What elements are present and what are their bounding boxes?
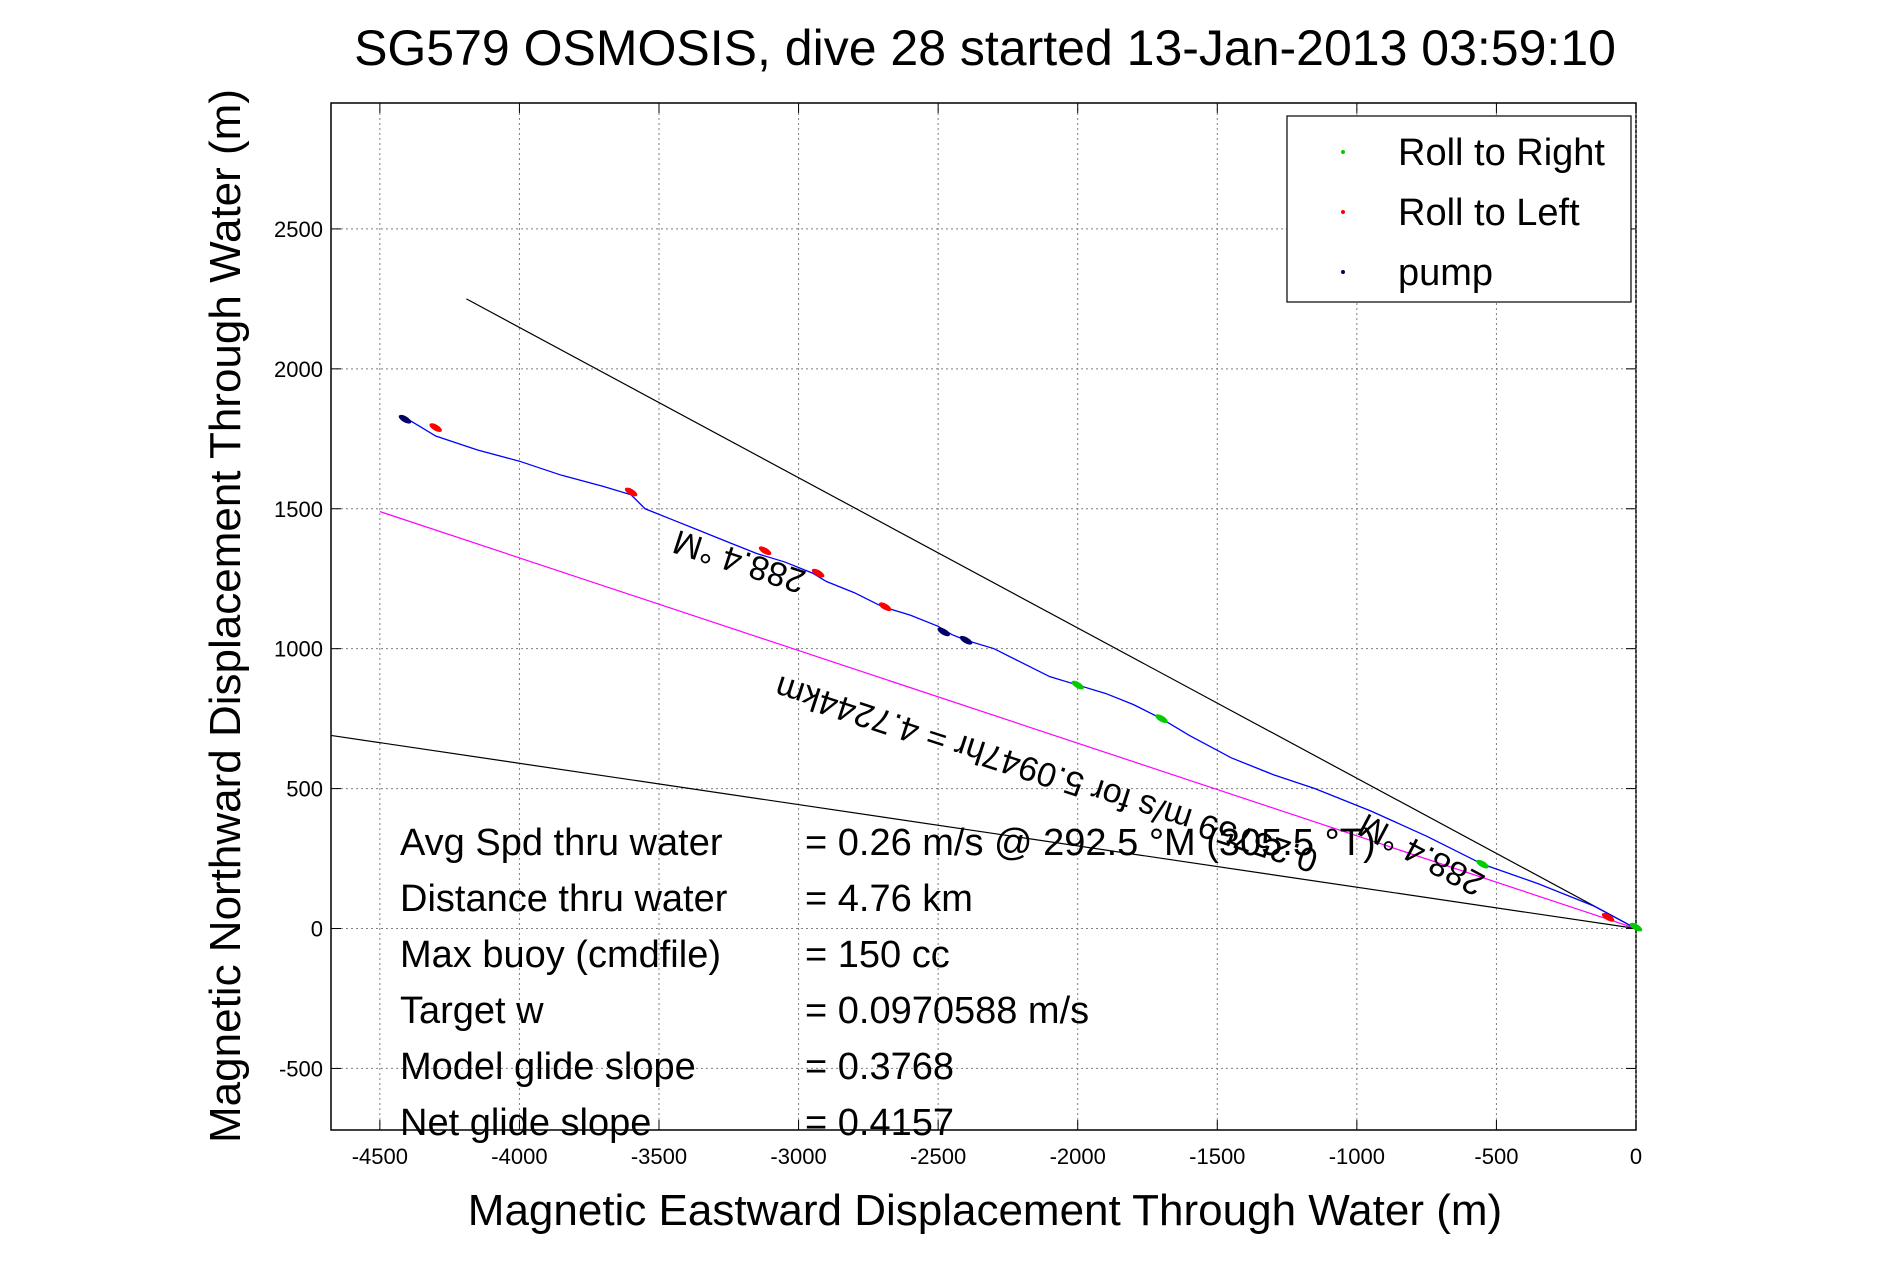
legend-marker — [1341, 210, 1345, 214]
roll-left-marker — [758, 546, 772, 556]
pump-marker — [937, 627, 950, 637]
roll-left-marker — [811, 568, 825, 578]
legend: Roll to Right Roll to Left pump — [1286, 115, 1632, 303]
x-tick-label: 0 — [1630, 1144, 1642, 1169]
y-tick-label: 0 — [311, 917, 323, 942]
y-tick-label: 1000 — [274, 637, 323, 662]
pump-marker — [398, 414, 412, 424]
roll-right-marker — [1155, 714, 1168, 723]
roll-left-marker — [624, 487, 638, 497]
roll-left-marker — [429, 423, 442, 432]
stat-value: = 0.3768 — [805, 1046, 954, 1088]
x-axis-label: Magnetic Eastward Displacement Through W… — [468, 1186, 1502, 1235]
event-markers — [398, 414, 1643, 932]
stat-label: Model glide slope — [400, 1046, 696, 1088]
chart-title: SG579 OSMOSIS, dive 28 started 13-Jan-20… — [354, 20, 1616, 76]
x-tick-label: -3500 — [631, 1144, 687, 1169]
y-tick-label: 2500 — [274, 217, 323, 242]
x-tick-label: -4500 — [352, 1144, 408, 1169]
stat-value: = 0.0970588 m/s — [805, 990, 1089, 1032]
y-axis-label: Magnetic Northward Displacement Through … — [201, 89, 250, 1143]
y-axis-ticks: -500 0 500 1000 1500 2000 2500 — [274, 217, 1636, 1081]
stat-value: = 0.4157 — [805, 1102, 954, 1144]
legend-marker — [1341, 270, 1345, 274]
pump-marker — [959, 635, 973, 645]
x-tick-label: -500 — [1474, 1144, 1518, 1169]
roll-left-marker — [1601, 912, 1615, 922]
roll-right-marker — [1629, 922, 1643, 932]
y-tick-label: 500 — [286, 777, 323, 802]
stat-label: Target w — [400, 990, 544, 1032]
track-line — [407, 418, 1637, 930]
x-tick-label: -4000 — [491, 1144, 547, 1169]
stat-label: Avg Spd thru water — [400, 822, 723, 864]
x-tick-label: -1000 — [1329, 1144, 1385, 1169]
roll-left-marker — [878, 602, 892, 612]
stat-label: Max buoy (cmdfile) — [400, 934, 721, 976]
heading-lines — [330, 298, 1637, 930]
legend-label: Roll to Right — [1398, 132, 1605, 174]
x-tick-label: -3000 — [770, 1144, 826, 1169]
y-tick-label: 1500 — [274, 497, 323, 522]
heading-line — [379, 510, 1637, 930]
stat-value: = 4.76 km — [805, 878, 973, 920]
x-tick-label: -1500 — [1189, 1144, 1245, 1169]
stat-value: = 0.26 m/s @ 292.5 °M (305.5 °T) — [805, 822, 1376, 864]
stats-block: Avg Spd thru water = 0.26 m/s @ 292.5 °M … — [400, 822, 1376, 1144]
stat-label: Net glide slope — [400, 1102, 651, 1144]
legend-label: pump — [1398, 252, 1493, 294]
x-tick-label: -2000 — [1050, 1144, 1106, 1169]
roll-right-marker — [1071, 680, 1084, 690]
roll-right-marker — [1476, 859, 1489, 869]
heading-line — [330, 734, 1637, 930]
glider-track — [407, 418, 1637, 930]
x-tick-label: -2500 — [910, 1144, 966, 1169]
x-axis-ticks: -4500 -4000 -3500 -3000 -2500 -2000 -1500 -1000… — [352, 103, 1642, 1169]
legend-label: Roll to Left — [1398, 192, 1580, 234]
y-tick-label: -500 — [279, 1056, 323, 1081]
legend-marker — [1341, 150, 1345, 154]
stat-value: = 150 cc — [805, 934, 950, 976]
y-tick-label: 2000 — [274, 357, 323, 382]
heading-line — [466, 298, 1637, 930]
stat-label: Distance thru water — [400, 878, 728, 920]
